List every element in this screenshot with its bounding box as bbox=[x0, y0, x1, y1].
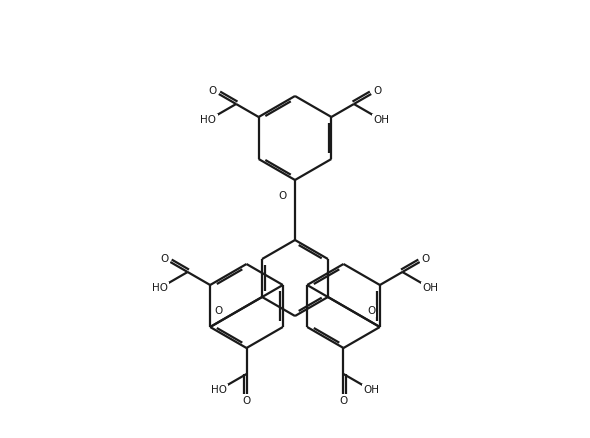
Text: O: O bbox=[339, 396, 348, 406]
Text: O: O bbox=[160, 254, 168, 264]
Text: O: O bbox=[215, 306, 223, 316]
Text: O: O bbox=[367, 306, 375, 316]
Text: O: O bbox=[422, 254, 430, 264]
Text: O: O bbox=[373, 85, 381, 95]
Text: OH: OH bbox=[373, 115, 389, 125]
Text: HO: HO bbox=[152, 283, 168, 293]
Text: OH: OH bbox=[422, 283, 438, 293]
Text: O: O bbox=[242, 396, 251, 406]
Text: O: O bbox=[278, 191, 287, 201]
Text: HO: HO bbox=[201, 115, 217, 125]
Text: OH: OH bbox=[363, 385, 379, 395]
Text: O: O bbox=[209, 85, 217, 95]
Text: HO: HO bbox=[211, 385, 227, 395]
